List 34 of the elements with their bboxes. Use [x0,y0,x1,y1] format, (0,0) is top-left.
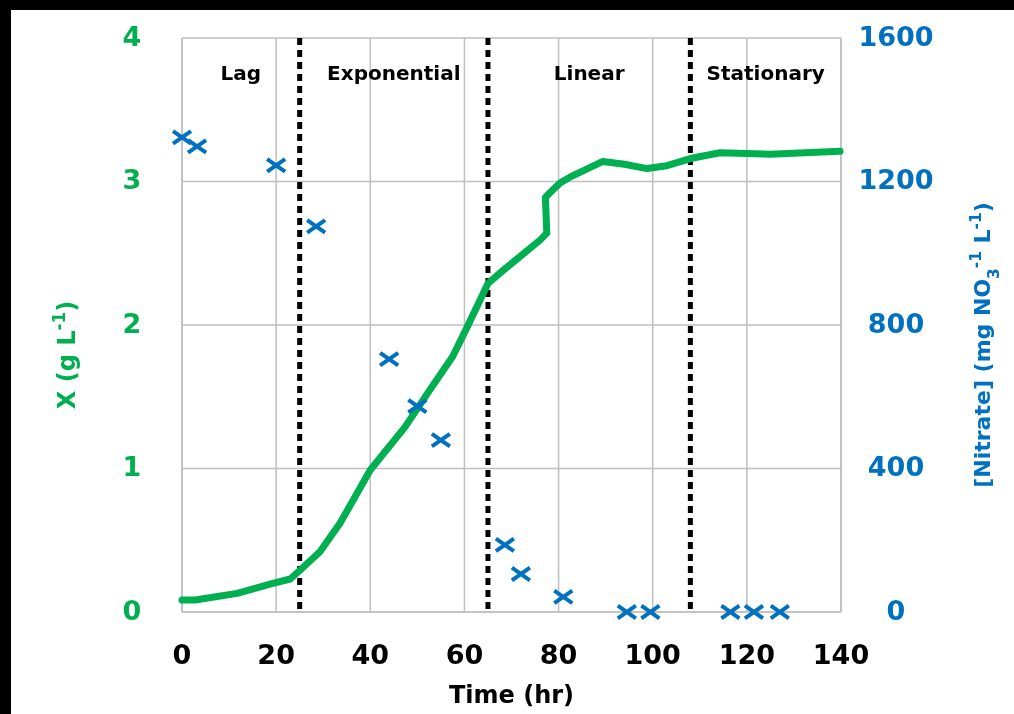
annotation: Linear [553,60,625,85]
x-tick-label: 80 [539,639,578,670]
y-tick-label: 2 [122,307,142,339]
x-tick-label: 0 [172,639,192,670]
y2-tick-label: 1200 [858,164,934,195]
x-tick-label: 40 [351,639,390,670]
x-tick-label: 60 [445,639,484,670]
point [429,431,452,449]
point [265,157,288,174]
y2-tick-label: 400 [867,451,925,482]
y-tick-label: 0 [122,594,142,626]
y2-tick-label: 800 [867,307,925,339]
point [305,218,328,235]
x-tick-label: 140 [812,639,870,670]
point [768,603,791,621]
y-tick-label: 3 [122,164,142,195]
y-tick-label: 1 [122,451,142,482]
point [186,138,209,155]
point [552,588,575,606]
x-tick-label: 20 [257,639,295,670]
annotation: Stationary [706,60,825,85]
point [493,536,516,554]
y2-tick-label: 1600 [858,20,934,52]
point [378,350,401,368]
point [509,565,532,583]
x-axis-title: Time (hr) [448,681,575,709]
x-tick-label: 100 [624,639,681,670]
point [406,397,429,415]
x-tick-label: 120 [718,639,776,670]
y-tick-label: 4 [122,20,142,52]
annotation: Lag [220,60,262,85]
point [171,129,193,146]
y2-tick-label: 0 [886,594,906,626]
annotation: Exponential [327,60,461,85]
